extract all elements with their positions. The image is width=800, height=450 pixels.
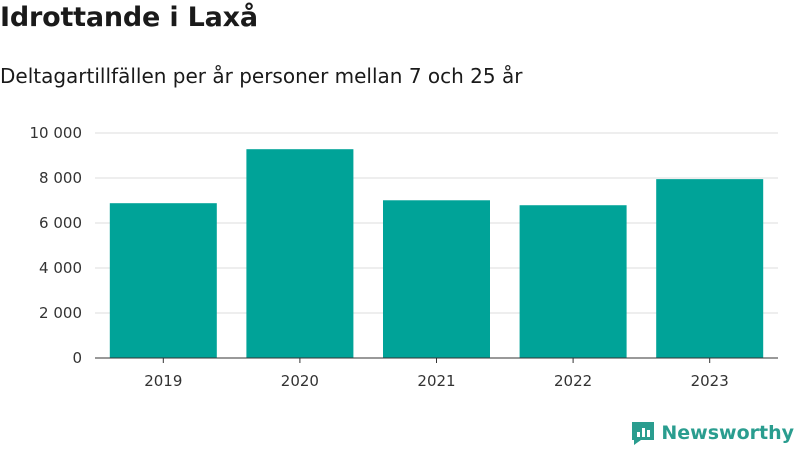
y-tick-label: 0 xyxy=(72,349,82,367)
bar-2021 xyxy=(383,200,490,358)
y-tick-label: 8 000 xyxy=(39,169,82,187)
x-tick-label: 2019 xyxy=(144,372,182,390)
newsworthy-logo-icon xyxy=(632,422,655,445)
x-tick-label: 2021 xyxy=(417,372,455,390)
y-tick-label: 6 000 xyxy=(39,214,82,232)
y-tick-label: 2 000 xyxy=(39,304,82,322)
chart-title: Idrottande i Laxå xyxy=(0,2,258,33)
chart-subtitle: Deltagartillfällen per år personer mella… xyxy=(0,64,523,88)
bar-chart: 0 2 000 4 000 6 000 8 000 10 000 2019 2020 2021… xyxy=(30,124,778,390)
x-tick-label: 2022 xyxy=(554,372,592,390)
bars xyxy=(109,149,764,358)
y-tick-label: 10 000 xyxy=(30,124,83,142)
x-axis-ticks: 2019 2020 2021 2022 2023 xyxy=(144,358,729,390)
bar-2020 xyxy=(246,149,354,358)
x-tick-label: 2020 xyxy=(281,372,319,390)
bar-2022 xyxy=(519,205,627,358)
newsworthy-brand: Newsworthy xyxy=(631,420,794,446)
bar-2019 xyxy=(109,203,217,358)
brand-name: Newsworthy xyxy=(661,422,794,444)
y-tick-label: 4 000 xyxy=(39,259,82,277)
y-axis-ticks: 0 2 000 4 000 6 000 8 000 10 000 xyxy=(30,124,83,367)
bar-2023 xyxy=(656,179,764,358)
x-tick-label: 2023 xyxy=(691,372,729,390)
